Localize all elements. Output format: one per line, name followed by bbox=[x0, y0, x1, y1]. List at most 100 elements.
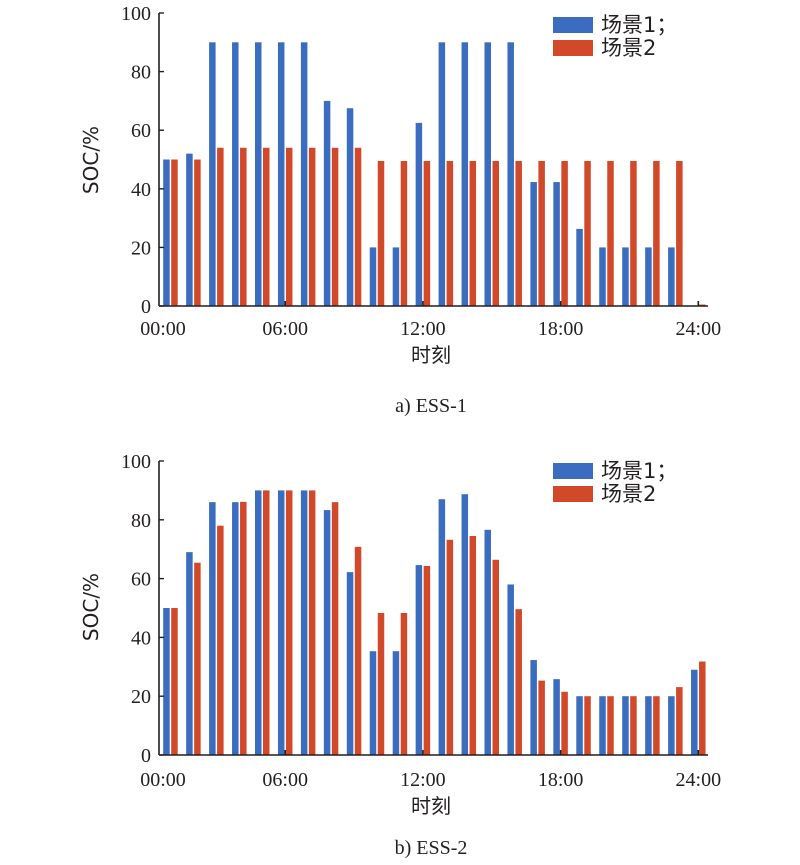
legend-label-scenario1: 场景1； bbox=[601, 459, 677, 483]
legend-swatch-scenario2 bbox=[553, 486, 593, 502]
bar-scenario2-hour-20 bbox=[607, 160, 614, 306]
bar-scenario1-hour-18 bbox=[553, 182, 560, 306]
bar-scenario1-hour-11 bbox=[392, 247, 400, 306]
bar-scenario2-hour-11 bbox=[400, 613, 408, 755]
bar-scenario2-hour-11 bbox=[400, 160, 408, 306]
bar-scenario1-hour-7 bbox=[300, 42, 308, 307]
bar-scenario1-hour-20 bbox=[599, 247, 606, 306]
x-tick-label: 24:00 bbox=[676, 318, 722, 340]
bar-scenario2-hour-18 bbox=[561, 160, 568, 306]
chart-ess-1: 0 20 40 60 80 100 00:00 06:00 12:00 18:00 24:00 S… bbox=[0, 0, 800, 430]
bar-scenario2-hour-1 bbox=[171, 159, 178, 306]
bar-scenario2-hour-24 bbox=[699, 661, 706, 755]
x-tick-label: 06:00 bbox=[262, 318, 308, 340]
bar-scenario2-hour-22 bbox=[653, 696, 660, 755]
bar-scenario2-hour-2 bbox=[194, 562, 201, 755]
bar-scenario2-hour-14 bbox=[469, 535, 477, 755]
bar-scenario1-hour-11 bbox=[392, 651, 400, 755]
bar-scenario2-hour-12 bbox=[423, 565, 431, 755]
bar-scenario1-hour-4 bbox=[232, 502, 239, 755]
y-tick-label: 40 bbox=[131, 627, 151, 649]
y-tick-label: 80 bbox=[131, 510, 151, 532]
bar-scenario1-hour-5 bbox=[255, 490, 262, 755]
bar-scenario2-hour-22 bbox=[653, 160, 660, 306]
bar-scenario1-hour-1 bbox=[163, 159, 170, 306]
axes-group bbox=[158, 12, 708, 307]
bar-scenario2-hour-19 bbox=[584, 696, 591, 755]
bar-scenario1-hour-16 bbox=[507, 42, 514, 307]
bar-scenario2-hour-15 bbox=[492, 160, 499, 306]
bars-group bbox=[163, 42, 706, 307]
bar-scenario1-hour-9 bbox=[346, 572, 354, 755]
bar-scenario2-hour-5 bbox=[263, 147, 270, 306]
bar-scenario1-hour-19 bbox=[576, 696, 583, 755]
bar-scenario2-hour-20 bbox=[607, 696, 614, 755]
legend-swatch-scenario2 bbox=[553, 40, 593, 56]
bar-scenario1-hour-15 bbox=[484, 529, 491, 755]
bar-scenario1-hour-14 bbox=[461, 42, 469, 307]
bar-scenario1-hour-17 bbox=[530, 660, 537, 755]
bar-scenario2-hour-17 bbox=[538, 680, 545, 755]
x-tick-label: 12:00 bbox=[400, 769, 446, 791]
x-tick-label: 00:00 bbox=[140, 769, 186, 791]
bar-scenario2-hour-15 bbox=[492, 559, 499, 755]
bar-scenario2-hour-7 bbox=[308, 490, 316, 755]
x-tick-label: 06:00 bbox=[262, 769, 308, 791]
bar-scenario1-hour-8 bbox=[323, 510, 331, 755]
bar-scenario1-hour-7 bbox=[300, 490, 308, 755]
y-tick-label: 80 bbox=[131, 62, 151, 84]
chart-ess-2-svg: 0 20 40 60 80 100 00:00 06:00 12:00 18:00 24:00 S… bbox=[79, 451, 721, 859]
bar-scenario1-hour-4 bbox=[232, 42, 239, 307]
bar-scenario1-hour-21 bbox=[622, 247, 629, 306]
bar-scenario2-hour-18 bbox=[561, 691, 568, 755]
bar-scenario1-hour-19 bbox=[576, 228, 583, 306]
bar-scenario2-hour-23 bbox=[676, 160, 683, 306]
x-axis-title: 时刻 bbox=[411, 794, 451, 818]
x-tick-label: 18:00 bbox=[538, 769, 584, 791]
bar-scenario2-hour-7 bbox=[308, 147, 316, 306]
y-axis-title: SOC/% bbox=[79, 126, 103, 194]
x-tick-label: 12:00 bbox=[400, 318, 446, 340]
bar-scenario2-hour-5 bbox=[263, 490, 270, 755]
bar-scenario1-hour-18 bbox=[553, 679, 560, 755]
bar-scenario1-hour-2 bbox=[186, 552, 193, 755]
y-tick-label: 20 bbox=[131, 686, 151, 708]
bar-scenario1-hour-8 bbox=[323, 100, 331, 307]
bar-scenario2-hour-13 bbox=[446, 160, 454, 306]
bar-scenario2-hour-16 bbox=[515, 609, 522, 755]
x-tick-labels: 00:00 06:00 12:00 18:00 24:00 bbox=[140, 318, 721, 340]
bar-scenario2-hour-13 bbox=[446, 539, 454, 755]
bar-scenario2-hour-9 bbox=[354, 147, 362, 306]
y-tick-labels: 0 20 40 60 80 100 bbox=[121, 451, 151, 767]
bar-scenario1-hour-21 bbox=[622, 696, 629, 755]
bar-scenario2-hour-17 bbox=[538, 160, 545, 306]
chart-ess-1-svg: 0 20 40 60 80 100 00:00 06:00 12:00 18:00 24:00 S… bbox=[79, 3, 721, 417]
bar-scenario1-hour-23 bbox=[668, 696, 675, 755]
bar-scenario2-hour-23 bbox=[676, 687, 683, 755]
chart-caption: b) ESS-2 bbox=[395, 837, 468, 859]
legend-label-scenario2: 场景2 bbox=[601, 36, 656, 60]
y-tick-label: 60 bbox=[131, 120, 151, 142]
bar-scenario1-hour-6 bbox=[277, 42, 285, 307]
bar-scenario2-hour-14 bbox=[469, 160, 477, 306]
x-tick-label: 00:00 bbox=[140, 318, 186, 340]
axes-group bbox=[158, 460, 708, 756]
bar-scenario1-hour-23 bbox=[668, 247, 675, 306]
legend-swatch-scenario1 bbox=[553, 463, 593, 479]
legend-swatch-scenario1 bbox=[553, 17, 593, 33]
bar-scenario2-hour-2 bbox=[194, 159, 201, 306]
bar-scenario1-hour-20 bbox=[599, 696, 606, 755]
chart-ess-2: 0 20 40 60 80 100 00:00 06:00 12:00 18:00 24:00 S… bbox=[0, 447, 800, 865]
bar-scenario2-hour-10 bbox=[377, 613, 385, 755]
bar-scenario1-hour-10 bbox=[369, 651, 377, 755]
y-tick-label: 100 bbox=[121, 3, 151, 25]
legend-label-scenario2: 场景2 bbox=[601, 482, 656, 506]
legend: 场景1； 场景2 bbox=[553, 459, 677, 506]
bar-scenario1-hour-3 bbox=[209, 42, 216, 307]
bar-scenario2-hour-10 bbox=[377, 160, 385, 306]
y-axis-title: SOC/% bbox=[79, 573, 103, 641]
bar-scenario2-hour-12 bbox=[423, 160, 431, 306]
y-tick-label: 40 bbox=[131, 179, 151, 201]
bar-scenario1-hour-24 bbox=[691, 669, 698, 755]
bar-scenario2-hour-21 bbox=[630, 696, 637, 755]
